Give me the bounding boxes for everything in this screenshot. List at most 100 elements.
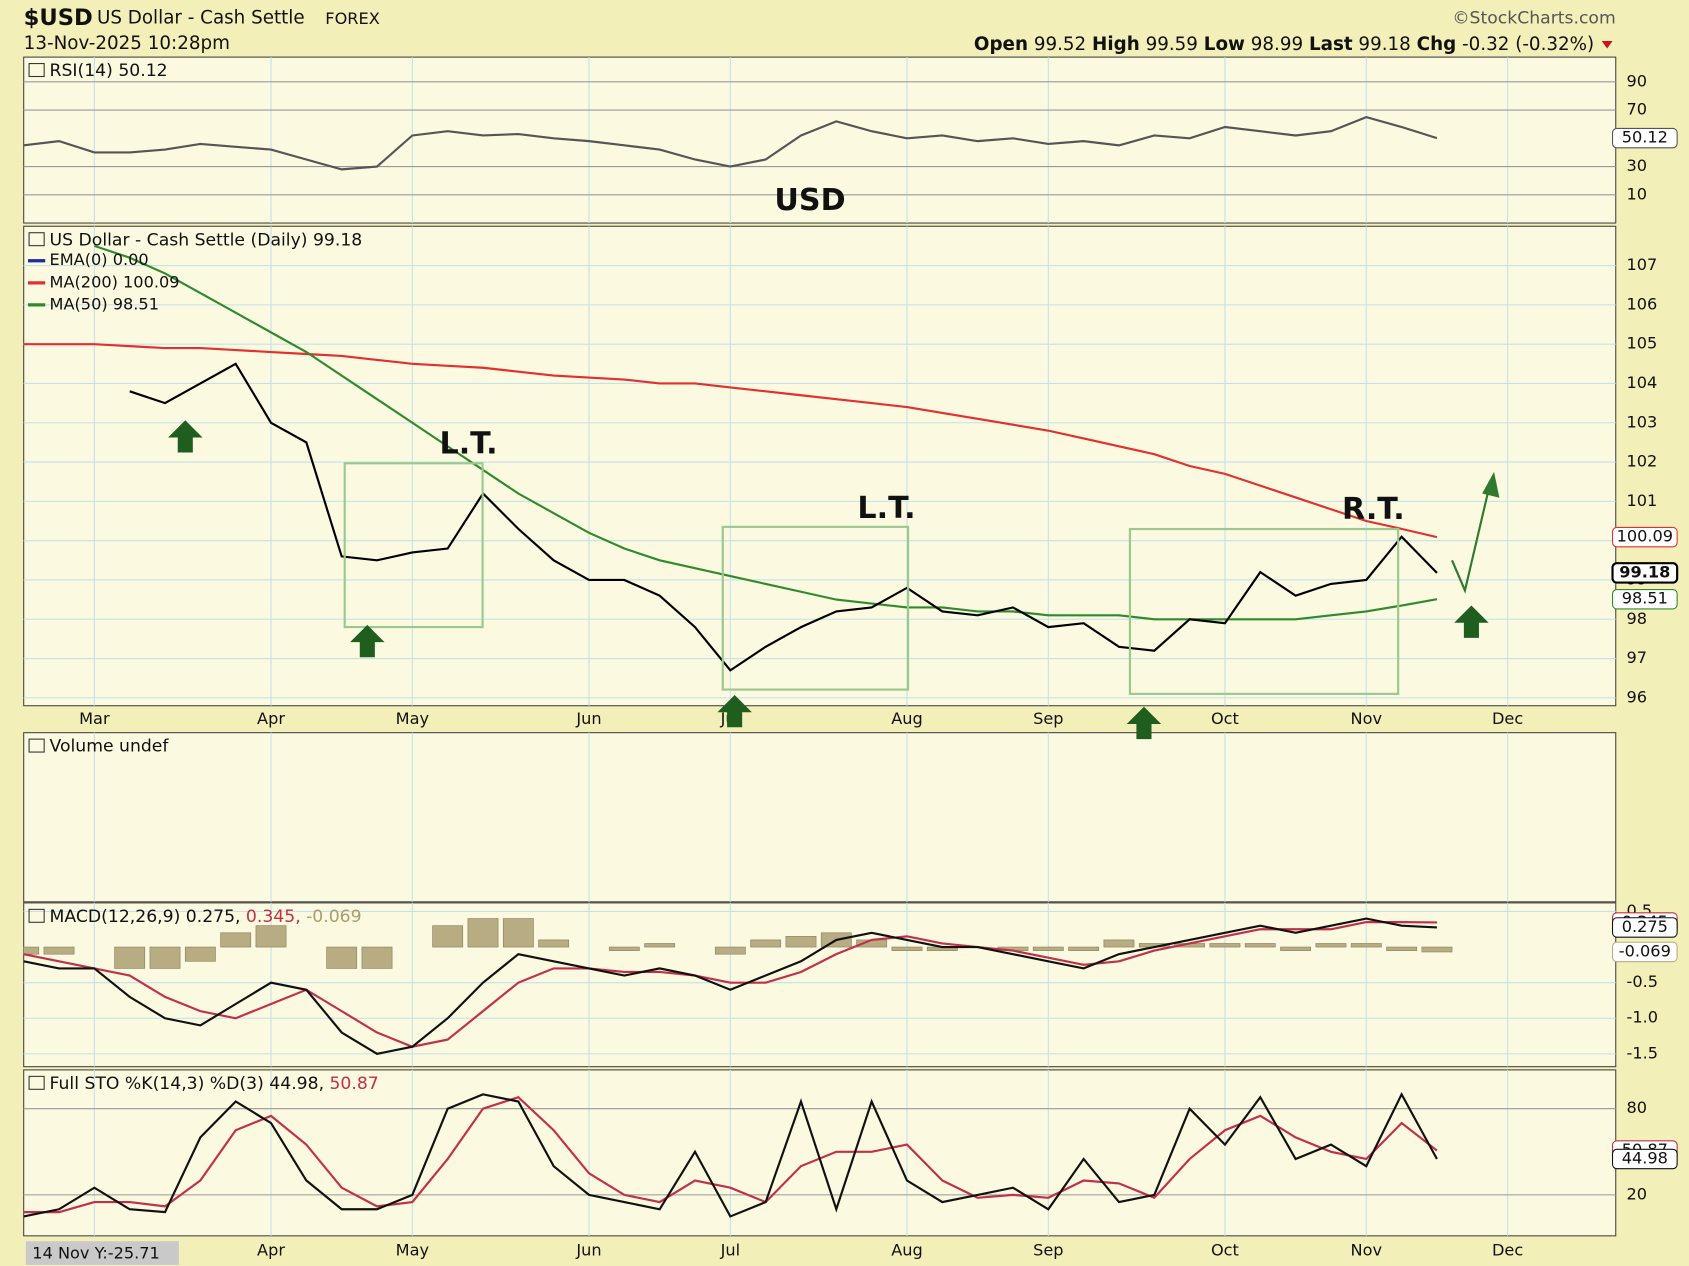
panel-icon: [28, 908, 45, 923]
y-tick-label: 101: [1627, 491, 1658, 510]
value-tag: [1611, 917, 1678, 938]
symbol: $USD: [24, 5, 93, 31]
y-tick-label: 96: [1627, 687, 1648, 706]
pattern-box: [721, 525, 910, 691]
source: ©StockCharts.com: [1452, 8, 1615, 28]
quote-label: Last: [1309, 34, 1353, 55]
value-tag-label: 98.51: [1622, 589, 1668, 608]
histogram-bar: [750, 939, 782, 948]
pattern-box: [1128, 527, 1400, 695]
series-line: [94, 244, 1438, 621]
series-line: [23, 921, 1437, 1048]
projection-arrow: [1451, 484, 1491, 594]
y-tick-label: 105: [1627, 334, 1658, 353]
y-tick-label: 10: [1627, 184, 1648, 203]
up-arrow: [350, 624, 385, 658]
y-tick-label: 70: [1627, 100, 1648, 119]
panel-icon: [28, 63, 45, 78]
annotation: L.T.: [857, 491, 915, 526]
histogram-bar: [1032, 946, 1064, 951]
histogram-bar: [538, 939, 570, 948]
panel: [23, 1069, 1617, 1237]
y-tick-label: 106: [1627, 294, 1658, 313]
y-tick-label: 97: [1627, 648, 1648, 667]
y-tick-label: 98: [1627, 609, 1648, 628]
annotation: USD: [774, 183, 845, 218]
histogram-bar: [1386, 946, 1418, 951]
x-tick-label: Apr: [257, 1240, 285, 1259]
title-part: 50.87: [329, 1074, 378, 1094]
x-tick-label: Dec: [1492, 1240, 1523, 1259]
legend-entry: MA(200) 100.09: [50, 272, 180, 291]
y-tick-label: 102: [1627, 452, 1658, 471]
x-tick-label: Sep: [1033, 709, 1063, 728]
value-tag: [1611, 1148, 1678, 1170]
footer-box: [25, 1241, 179, 1265]
date: 13-Nov-2025 10:28pm: [24, 33, 230, 54]
y-tick-label: 103: [1627, 412, 1658, 431]
overlay: 14 Nov Y:-25.71: [25, 420, 1500, 1265]
value-tag: [1611, 562, 1679, 584]
up-arrow: [1454, 605, 1489, 638]
chg-value: -0.32: [1462, 34, 1509, 55]
down-arrow: [1601, 40, 1613, 49]
panel: [23, 732, 1617, 903]
y-tick-label: 90: [1627, 71, 1648, 90]
panel-title: RSI(14) 50.12: [50, 61, 168, 81]
y-tick-label: -1.5: [1627, 1043, 1658, 1062]
value-tag: [1611, 588, 1678, 610]
quote-value: 98.99: [1251, 34, 1303, 55]
x-tick-label: Aug: [891, 709, 923, 728]
x-tick-label: Nov: [1351, 709, 1383, 728]
exchange: FOREX: [325, 9, 379, 28]
histogram-bar: [184, 946, 216, 962]
series-line: [129, 362, 1438, 672]
histogram-bar: [255, 925, 287, 948]
histogram-bar: [714, 946, 746, 955]
chg-pct: (-0.32%): [1515, 34, 1594, 55]
projection-arrow-head: [1482, 471, 1500, 498]
quote-value: 99.59: [1146, 34, 1198, 55]
y-tick-label: 104: [1627, 373, 1658, 392]
histogram-bar: [891, 946, 923, 951]
series-line: [23, 917, 1437, 1055]
x-tick-label: Jun: [575, 709, 601, 728]
quote-label: Open: [974, 34, 1028, 55]
histogram-bar: [43, 946, 75, 955]
panel-icon: [28, 1075, 45, 1090]
panel: [23, 902, 1617, 1068]
quote: Open 99.52 High 99.59 Low 98.99 Last 99.…: [974, 34, 1594, 55]
legend-entry: EMA(0) 0.00: [50, 250, 149, 269]
annotation: R.T.: [1342, 492, 1405, 527]
histogram-bar: [1103, 939, 1135, 948]
x-tick-label: May: [396, 709, 430, 728]
title-part: Full STO %K(14,3) %D(3) 44.98,: [50, 1074, 325, 1094]
quote-label: High: [1092, 34, 1140, 55]
annotation: L.T.: [440, 426, 498, 461]
panel-icon: [28, 738, 45, 753]
histogram-bar: [23, 946, 40, 955]
histogram-bar: [1244, 943, 1276, 948]
histogram-bar: [149, 946, 181, 969]
value-tag-label: 0.275: [1622, 917, 1668, 936]
instrument-name: US Dollar - Cash Settle: [97, 7, 305, 28]
histogram-bar: [1280, 946, 1312, 951]
histogram-bar: [1068, 946, 1100, 951]
histogram-bar: [785, 936, 817, 948]
histogram-bar: [432, 925, 464, 948]
panel-title: Volume undef: [50, 737, 170, 757]
x-tick-label: May: [396, 1240, 430, 1259]
series-group: [23, 115, 1438, 171]
x-tick-label: Jun: [575, 1240, 601, 1259]
histogram-bar: [467, 918, 499, 948]
series-group: [23, 917, 1453, 1055]
value-tag-label: 50.12: [1622, 128, 1668, 147]
y-tick-label: 30: [1627, 156, 1648, 175]
series-line: [23, 115, 1438, 171]
y-tick-label: 107: [1627, 255, 1658, 274]
histogram-bar: [644, 943, 676, 948]
panel-title: Full STO %K(14,3) %D(3) 44.98, 50.87: [50, 1074, 379, 1094]
histogram-bar: [220, 932, 252, 948]
